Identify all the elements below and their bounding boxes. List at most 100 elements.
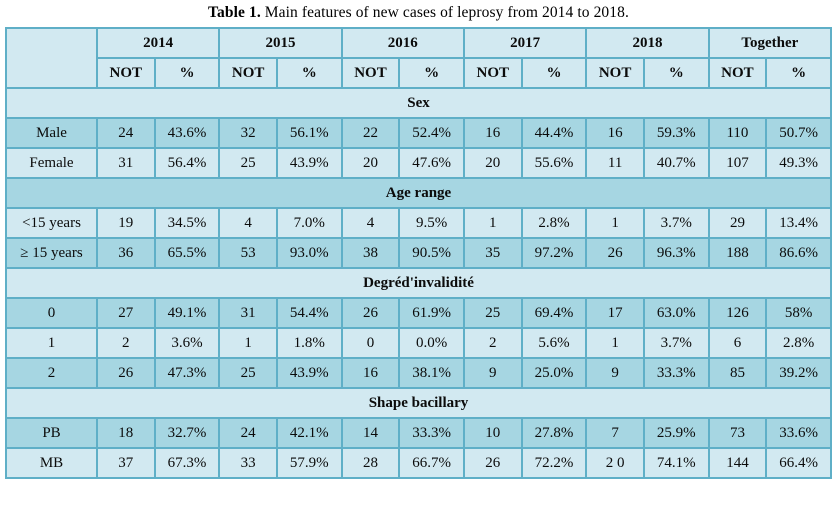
data-cell: 49.3% <box>765 147 832 179</box>
data-cell: 2 <box>462 327 523 359</box>
table-row: 1 2 3.6% 1 1.8% 0 0.0% 2 5.6% 1 3.7% 6 2.8% <box>5 327 832 359</box>
data-cell: 6 <box>707 327 768 359</box>
data-cell: 29 <box>707 207 768 239</box>
leprosy-features-table: 2014 2015 2016 2017 2018 Together NOT % … <box>5 27 833 479</box>
data-cell: 17 <box>585 297 645 329</box>
data-cell: 9.5% <box>398 207 465 239</box>
data-cell: 25 <box>218 357 278 389</box>
row-label: 1 <box>5 327 98 359</box>
data-cell: 50.7% <box>765 117 832 149</box>
data-cell: 69.4% <box>520 297 588 329</box>
table-row: <15 years 19 34.5% 4 7.0% 4 9.5% 1 2.8% 1 3.7% 29 13… <box>5 207 832 239</box>
data-cell: 38 <box>340 237 401 269</box>
row-label: Female <box>5 147 98 179</box>
section-header: Shape bacillary <box>5 387 832 419</box>
data-cell: 3.7% <box>642 207 710 239</box>
table-head: 2014 2015 2016 2017 2018 Together NOT % … <box>5 27 833 89</box>
data-cell: 26 <box>95 357 156 389</box>
data-cell: 11 <box>585 147 645 179</box>
data-cell: 53 <box>218 237 278 269</box>
data-cell: 37 <box>95 447 156 479</box>
data-cell: 49.1% <box>153 297 221 329</box>
data-cell: 2.8% <box>765 327 832 359</box>
data-cell: 96.3% <box>642 237 710 269</box>
data-cell: 43.9% <box>275 147 343 179</box>
table-row: ≥ 15 years 36 65.5% 53 93.0% 38 90.5% 35 97.2% 26… <box>5 237 832 269</box>
data-cell: 38.1% <box>398 357 465 389</box>
data-cell: 1 <box>585 327 645 359</box>
data-cell: 31 <box>218 297 278 329</box>
row-label: 2 <box>5 357 98 389</box>
data-cell: 34.5% <box>153 207 221 239</box>
row-label: PB <box>5 417 98 449</box>
data-cell: 74.1% <box>642 447 710 479</box>
table-row: 0 27 49.1% 31 54.4% 26 61.9% 25 69.4% 17 63.0% 126 5… <box>5 297 832 329</box>
data-cell: 57.9% <box>275 447 343 479</box>
subheader-pct: % <box>520 57 588 89</box>
data-cell: 85 <box>707 357 768 389</box>
data-cell: 26 <box>462 447 523 479</box>
row-label: ≥ 15 years <box>5 237 98 269</box>
subheader-pct: % <box>398 57 465 89</box>
data-cell: 26 <box>340 297 401 329</box>
data-cell: 54.4% <box>275 297 343 329</box>
table-caption-text: Main features of new cases of leprosy fr… <box>260 4 629 21</box>
data-cell: 72.2% <box>520 447 588 479</box>
subheader-not: NOT <box>707 57 768 89</box>
data-cell: 24 <box>218 417 278 449</box>
data-cell: 93.0% <box>275 237 343 269</box>
subheader-pct: % <box>153 57 221 89</box>
data-cell: 27 <box>95 297 156 329</box>
data-cell: 33.3% <box>642 357 710 389</box>
col-group-2016: 2016 <box>340 27 465 59</box>
col-group-2017: 2017 <box>462 27 588 59</box>
data-cell: 13.4% <box>765 207 832 239</box>
data-cell: 1 <box>218 327 278 359</box>
table-row: MB 37 67.3% 33 57.9% 28 66.7% 26 72.2% 2 0 74.1% 14… <box>5 447 832 479</box>
table-row: PB 18 32.7% 24 42.1% 14 33.3% 10 27.8% 7 25.9% 73 33… <box>5 417 832 449</box>
data-cell: 73 <box>707 417 768 449</box>
data-cell: 7.0% <box>275 207 343 239</box>
data-cell: 16 <box>462 117 523 149</box>
data-cell: 0.0% <box>398 327 465 359</box>
data-cell: 1 <box>462 207 523 239</box>
subheader-row: NOT % NOT % NOT % NOT % NOT % NOT % <box>6 57 832 89</box>
section-header: Sex <box>5 87 832 119</box>
data-cell: 27.8% <box>520 417 588 449</box>
data-cell: 25 <box>218 147 278 179</box>
data-cell: 35 <box>462 237 523 269</box>
col-group-2014: 2014 <box>95 27 221 59</box>
data-cell: 43.6% <box>153 117 221 149</box>
data-cell: 1.8% <box>275 327 343 359</box>
data-cell: 59.3% <box>642 117 710 149</box>
data-cell: 26 <box>585 237 645 269</box>
data-cell: 33.3% <box>398 417 465 449</box>
section-header: Degréd'invalidité <box>5 267 832 299</box>
data-cell: 188 <box>707 237 768 269</box>
data-cell: 61.9% <box>398 297 465 329</box>
data-cell: 18 <box>95 417 156 449</box>
section-header-row: Sex <box>5 87 832 119</box>
data-cell: 86.6% <box>765 237 832 269</box>
data-cell: 14 <box>340 417 401 449</box>
data-cell: 31 <box>95 147 156 179</box>
col-group-2018: 2018 <box>585 27 710 59</box>
data-cell: 66.7% <box>398 447 465 479</box>
subheader-pct: % <box>642 57 710 89</box>
data-cell: 47.6% <box>398 147 465 179</box>
data-cell: 24 <box>95 117 156 149</box>
data-cell: 0 <box>340 327 401 359</box>
data-cell: 19 <box>95 207 156 239</box>
data-cell: 40.7% <box>642 147 710 179</box>
data-cell: 16 <box>585 117 645 149</box>
section-header-row: Shape bacillary <box>5 387 832 419</box>
table-body: Sex Male 24 43.6% 32 56.1% 22 52.4% 16 44.4% 16 59.… <box>5 87 832 479</box>
data-cell: 32 <box>218 117 278 149</box>
table-row: Male 24 43.6% 32 56.1% 22 52.4% 16 44.4% 16 59.3% 1… <box>5 117 832 149</box>
data-cell: 42.1% <box>275 417 343 449</box>
data-cell: 52.4% <box>398 117 465 149</box>
section-header-row: Age range <box>5 177 832 209</box>
data-cell: 33.6% <box>765 417 832 449</box>
data-cell: 66.4% <box>765 447 832 479</box>
